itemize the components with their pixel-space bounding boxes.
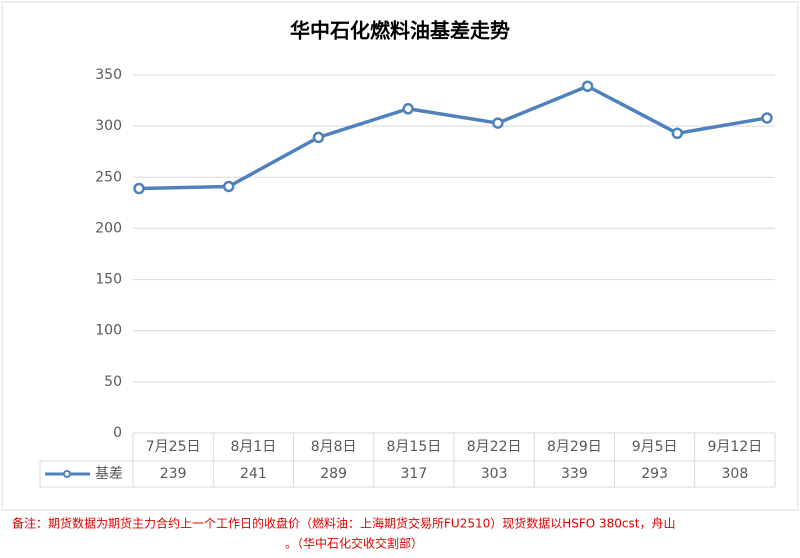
series-line (138, 84, 768, 191)
table-value: 293 (641, 466, 668, 482)
point (312, 131, 325, 144)
x-tick-label: 8月1日 (230, 439, 276, 455)
table-value: 308 (722, 466, 749, 482)
y-tick-label: 350 (95, 67, 122, 83)
x-tick-label: 8月29日 (547, 439, 602, 455)
legend-marker (63, 470, 71, 478)
legend-label: 基差 (95, 465, 123, 482)
y-tick-label: 50 (104, 374, 122, 390)
y-tick-label: 300 (95, 118, 122, 134)
y-tick-label: 0 (113, 425, 122, 441)
x-tick-label: 7月25日 (146, 439, 201, 455)
y-tick-label: 200 (95, 220, 122, 236)
y-tick-label: 100 (95, 323, 122, 339)
x-tick-label: 8月15日 (387, 439, 442, 455)
point (581, 80, 594, 93)
table-value: 317 (401, 466, 428, 482)
x-tick-label: 8月22日 (467, 439, 522, 455)
point (671, 127, 684, 140)
table-value: 289 (320, 466, 347, 482)
table-value: 303 (481, 466, 508, 482)
chart-title: 华中石化燃料油基差走势 (290, 19, 510, 43)
footnote: 备注：期货数据为期货主力合约上一个工作日的收盘价（燃料油：上海期货交易所FU25… (12, 516, 676, 531)
point (402, 103, 414, 115)
x-tick-label: 8月8日 (311, 439, 357, 455)
y-tick-label: 250 (95, 169, 122, 185)
table-value: 339 (561, 466, 588, 482)
point (133, 182, 145, 195)
chart-frame (1, 1, 799, 511)
footnote: 。（华中石化交收交割部） (285, 536, 423, 551)
point (492, 117, 504, 129)
table-value: 239 (160, 466, 187, 482)
y-tick-label: 150 (95, 272, 122, 288)
x-tick-label: 9月12日 (708, 439, 763, 455)
x-tick-label: 9月5日 (632, 439, 678, 455)
point (222, 180, 235, 193)
table-value: 241 (240, 466, 267, 482)
point (761, 112, 773, 124)
